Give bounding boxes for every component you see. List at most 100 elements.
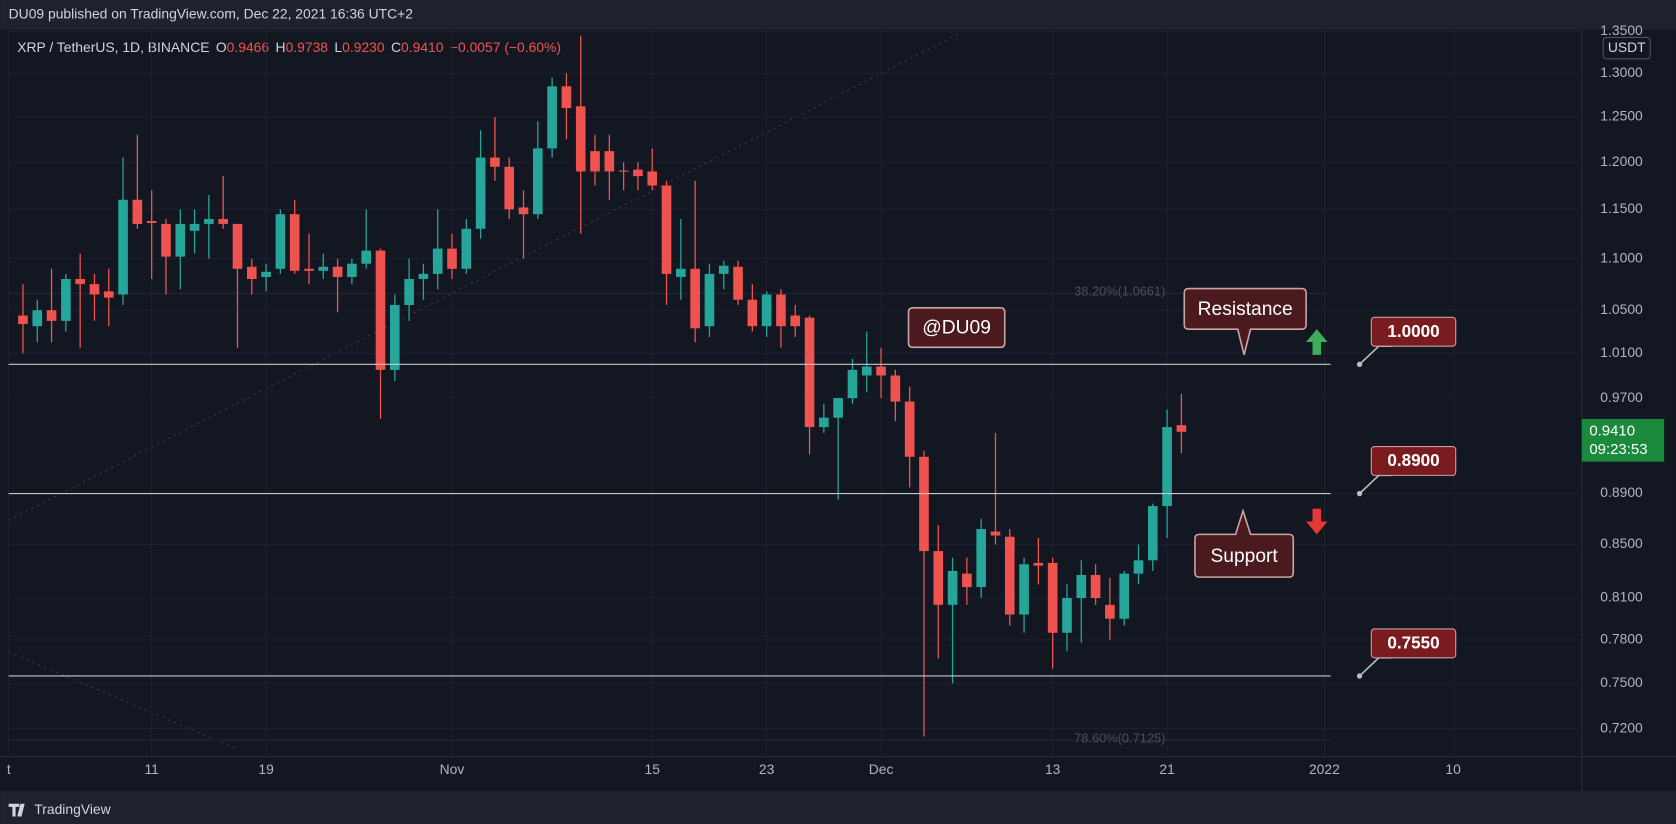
candle-body <box>132 199 143 224</box>
candle-body <box>347 263 357 277</box>
candle-body <box>289 214 300 271</box>
candle-body <box>490 157 500 167</box>
legend-change: −0.0057 (−0.60%) <box>450 39 561 55</box>
candle-body <box>1105 604 1115 619</box>
candle-body <box>1147 506 1158 561</box>
price-tag-price: 0.9410 <box>1589 423 1635 440</box>
candle-body <box>590 151 600 172</box>
candle-body <box>661 185 672 274</box>
x-tick-label: Dec <box>869 761 894 777</box>
legend-value: 0.9738 <box>286 39 329 55</box>
fib-label: 38.20%(1.0661) <box>1074 284 1165 299</box>
candle-body <box>361 250 372 264</box>
watermark: @DU09 <box>907 306 1006 349</box>
candle-body <box>790 315 801 327</box>
candle-body <box>418 273 429 279</box>
up-arrow <box>1306 329 1328 355</box>
candle-body <box>18 315 28 325</box>
callout-shape <box>1194 508 1295 578</box>
candle-body <box>676 268 686 277</box>
legend-value: 0.9410 <box>401 39 444 55</box>
x-tick-label: 19 <box>258 761 274 777</box>
candle-body <box>804 317 815 428</box>
footer: TradingView <box>8 801 112 817</box>
y-tick-label: 1.2500 <box>1600 108 1643 124</box>
candle-body <box>518 207 529 215</box>
x-tick-label: Nov <box>440 761 465 777</box>
candle-body <box>46 310 57 321</box>
candle-body <box>747 299 758 327</box>
y-tick-label: 0.7200 <box>1600 719 1643 735</box>
candle-body <box>447 248 457 269</box>
trend-line <box>8 31 963 521</box>
legend-key: H <box>276 39 286 55</box>
candle-body <box>61 278 71 321</box>
footer-bar <box>0 790 1676 824</box>
y-tick-label: 1.1000 <box>1600 249 1643 265</box>
candle-body <box>204 219 214 224</box>
currency-box <box>1602 36 1651 60</box>
candle-body <box>990 531 1001 536</box>
logo <box>8 803 25 817</box>
candle-body <box>890 375 901 402</box>
candle-body <box>1033 562 1044 566</box>
level-callout: 0.8900 <box>1356 445 1457 497</box>
candle-body <box>833 398 843 418</box>
candle-body <box>475 157 486 229</box>
candle-body <box>1047 562 1058 633</box>
legend-value: 0.9230 <box>342 39 385 55</box>
candle-body <box>189 223 200 231</box>
candle-body <box>647 171 658 186</box>
y-tick-label: 0.8500 <box>1600 535 1643 551</box>
resistance-callout: Resistance <box>1183 287 1307 356</box>
candle-body <box>1004 536 1015 615</box>
support-callout-text: Support <box>1210 546 1278 567</box>
candle-body <box>1019 564 1029 615</box>
candle-body <box>819 417 829 428</box>
candle-body <box>103 291 114 298</box>
candle-body <box>232 223 243 269</box>
candle-body <box>761 294 772 327</box>
candle-body <box>561 86 572 109</box>
level-callout: 0.7550 <box>1356 628 1457 679</box>
candle-body <box>1076 574 1087 598</box>
callout-box <box>1370 445 1457 476</box>
candle-body <box>275 214 286 269</box>
candle-body <box>504 166 515 210</box>
x-tick-label: 23 <box>759 761 775 777</box>
callout-anchor <box>1356 673 1363 679</box>
candle-body <box>261 271 271 277</box>
candle-body <box>604 151 615 172</box>
candle-body <box>904 401 915 457</box>
legend-key: C <box>391 39 401 55</box>
candle-body <box>1119 573 1129 619</box>
symbol: XRP / TetherUS, 1D, BINANCE <box>17 39 209 55</box>
candle-body <box>375 250 386 370</box>
candle-body <box>318 266 329 271</box>
y-tick-label: 1.2000 <box>1600 153 1643 169</box>
x-tick-label: t <box>7 761 11 777</box>
price-tag-box <box>1581 418 1665 462</box>
candle-body <box>332 266 343 277</box>
y-tick-label: 0.7500 <box>1600 674 1643 690</box>
trend-line <box>8 651 236 749</box>
callout-box <box>1370 628 1457 659</box>
price-tag-countdown: 09:23:53 <box>1589 441 1647 458</box>
callout-anchor <box>1356 490 1363 497</box>
callout-box <box>1370 316 1457 347</box>
candle-body <box>618 170 629 172</box>
legend-key: L <box>334 39 342 55</box>
watermark-text: @DU09 <box>922 318 991 339</box>
candle-body <box>547 86 557 149</box>
candle-body <box>461 228 472 269</box>
candle-body <box>1162 427 1172 507</box>
y-tick-label: 0.9700 <box>1600 389 1643 405</box>
callout-anchor <box>1356 361 1363 368</box>
y-tick-label: 1.1500 <box>1600 200 1643 216</box>
currency: USDT <box>1608 39 1646 55</box>
candle-body <box>389 304 400 370</box>
fib-label: 78.60%(0.7125) <box>1074 731 1165 746</box>
candle-body <box>1062 597 1072 633</box>
